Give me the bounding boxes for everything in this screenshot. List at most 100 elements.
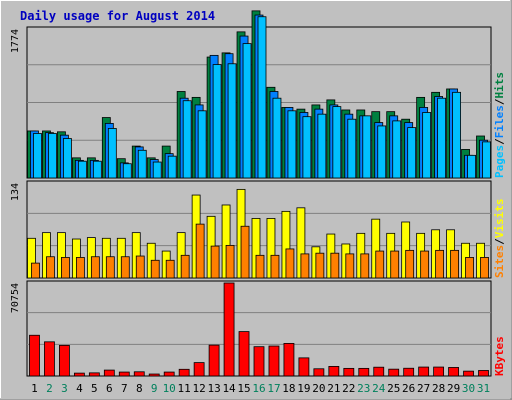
legend-separator: / <box>493 238 506 245</box>
bar-pages-day-3 <box>63 138 72 179</box>
x-tick-label-day-11: 11 <box>178 382 191 395</box>
axis-legend: Pages/Files/Hits <box>493 72 506 178</box>
chart-title: Daily usage for August 2014 <box>20 9 215 23</box>
bar-pages-day-26 <box>407 127 417 179</box>
bar-sites-day-30 <box>465 257 474 279</box>
x-tick-label-day-6: 6 <box>106 382 113 395</box>
bar-kbytes-day-31 <box>478 370 489 377</box>
bar-kbytes-day-29 <box>448 367 459 377</box>
bar-kbytes-day-7 <box>118 371 130 377</box>
bar-kbytes-day-15 <box>238 331 250 377</box>
bar-sites-day-16 <box>255 254 265 279</box>
bar-pages-day-27 <box>422 112 432 179</box>
bar-sites-day-4 <box>75 257 85 279</box>
bar-kbytes-day-24 <box>373 366 385 377</box>
y-max-label: 134 <box>10 183 21 201</box>
legend-entry-hits: Hits <box>493 72 506 99</box>
bar-sites-day-5 <box>90 256 100 279</box>
bar-kbytes-day-6 <box>103 369 115 377</box>
bar-pages-day-19 <box>302 116 312 179</box>
bar-pages-day-23 <box>362 115 372 179</box>
x-tick-label-day-28: 28 <box>432 382 445 395</box>
bar-pages-day-18 <box>287 110 297 179</box>
x-tick-label-day-2: 2 <box>46 382 53 395</box>
bar-pages-day-9 <box>152 161 162 179</box>
bar-kbytes-day-12 <box>193 362 205 377</box>
bar-kbytes-day-20 <box>313 368 325 377</box>
bar-sites-day-17 <box>270 254 280 279</box>
bar-kbytes-day-14 <box>223 282 235 377</box>
x-tick-label-day-8: 8 <box>136 382 143 395</box>
x-tick-label-day-30: 30 <box>462 382 475 395</box>
bar-pages-day-21 <box>332 106 342 179</box>
bar-sites-day-31 <box>480 257 489 279</box>
bar-kbytes-day-27 <box>418 366 430 377</box>
legend-entry-pages: Pages <box>493 145 506 178</box>
bar-sites-day-26 <box>405 249 415 279</box>
axis-legend: KBytes <box>493 336 506 376</box>
bar-sites-day-8 <box>135 255 145 279</box>
bar-sites-day-19 <box>300 253 310 279</box>
bar-kbytes-day-22 <box>343 367 355 377</box>
bar-kbytes-day-16 <box>253 346 265 377</box>
x-tick-label-day-23: 23 <box>357 382 370 395</box>
bar-sites-day-28 <box>435 249 445 279</box>
bar-sites-day-9 <box>150 259 160 279</box>
legend-entry-kbytes: KBytes <box>493 336 506 376</box>
bar-pages-day-7 <box>122 163 132 179</box>
bar-pages-day-10 <box>167 155 177 179</box>
bar-sites-day-27 <box>420 250 430 279</box>
x-tick-label-day-12: 12 <box>193 382 206 395</box>
x-tick-label-day-25: 25 <box>387 382 400 395</box>
x-tick-label-day-17: 17 <box>267 382 280 395</box>
bar-sites-day-10 <box>165 259 175 279</box>
bar-pages-day-11 <box>182 100 192 179</box>
x-tick-label-day-29: 29 <box>447 382 460 395</box>
bar-pages-day-4 <box>77 160 87 179</box>
bar-pages-day-14 <box>227 63 237 179</box>
bar-kbytes-day-18 <box>283 343 295 377</box>
panel-2: 134 Sites/Visits <box>10 180 506 279</box>
bar-sites-day-14 <box>225 244 235 279</box>
bar-pages-day-15 <box>242 43 252 179</box>
bar-kbytes-day-13 <box>208 344 220 377</box>
bar-sites-day-24 <box>375 250 385 279</box>
bar-kbytes-day-1 <box>29 334 40 377</box>
bar-pages-day-1 <box>33 133 42 179</box>
x-tick-label-day-15: 15 <box>237 382 250 395</box>
bar-sites-day-22 <box>345 253 355 279</box>
bar-pages-day-5 <box>92 160 102 179</box>
x-tick-label-day-16: 16 <box>252 382 265 395</box>
axis-legend: Sites/Visits <box>493 199 506 279</box>
bar-sites-day-11 <box>180 254 190 279</box>
bar-kbytes-day-8 <box>133 371 145 377</box>
bar-kbytes-day-21 <box>328 366 340 377</box>
bar-kbytes-day-4 <box>73 372 85 377</box>
bar-sites-day-23 <box>360 253 370 279</box>
bar-kbytes-day-17 <box>268 345 280 377</box>
bar-pages-day-25 <box>392 120 402 179</box>
x-tick-label-day-21: 21 <box>327 382 340 395</box>
x-tick-label-day-14: 14 <box>222 382 236 395</box>
x-tick-label-day-27: 27 <box>417 382 430 395</box>
bar-kbytes-day-9 <box>148 373 160 377</box>
bar-pages-day-17 <box>272 97 282 179</box>
x-tick-label-day-20: 20 <box>312 382 325 395</box>
bar-kbytes-day-3 <box>59 344 70 377</box>
bar-pages-day-13 <box>212 64 222 179</box>
bar-kbytes-day-19 <box>298 357 310 377</box>
bar-pages-day-30 <box>467 154 476 179</box>
bar-sites-day-25 <box>390 250 400 279</box>
bar-pages-day-20 <box>317 113 327 179</box>
bar-sites-day-21 <box>330 252 340 279</box>
x-tick-label-day-3: 3 <box>61 382 68 395</box>
x-tick-label-day-5: 5 <box>91 382 98 395</box>
bar-sites-day-12 <box>195 223 205 279</box>
bar-kbytes-day-25 <box>388 368 400 377</box>
bar-sites-day-20 <box>315 252 325 279</box>
bar-pages-day-31 <box>482 141 491 179</box>
legend-entry-files: Files <box>493 105 506 138</box>
bar-pages-day-2 <box>48 133 57 179</box>
